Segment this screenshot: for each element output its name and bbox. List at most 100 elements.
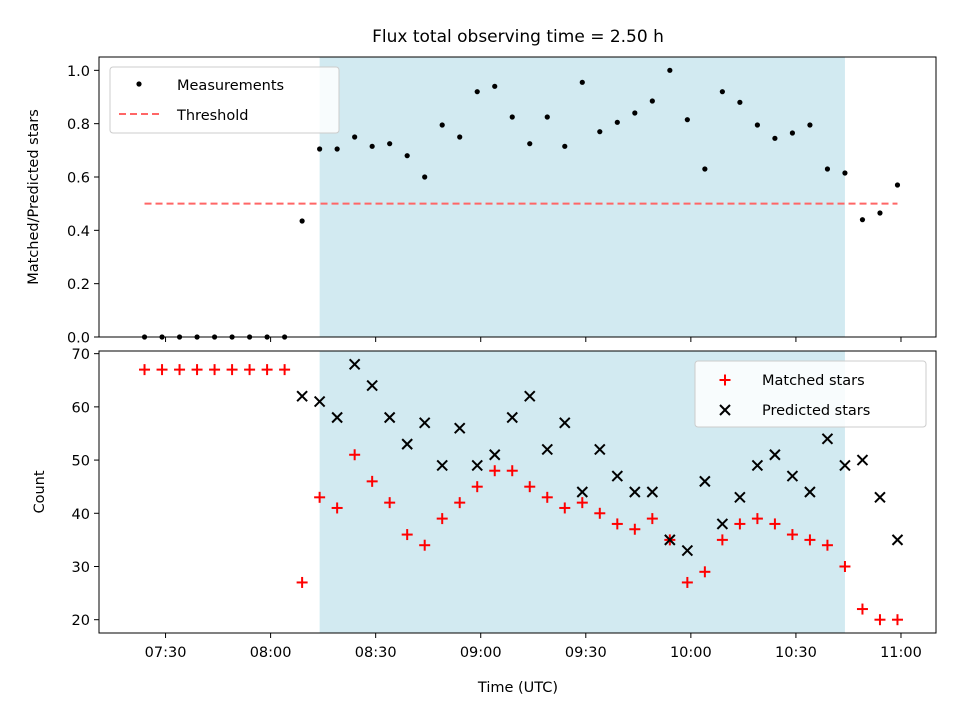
x-tick-label: 09:00 [460, 645, 502, 661]
bottom-y-tick-label: 30 [72, 560, 90, 576]
predicted-star-point-b [646, 486, 659, 498]
matched-star-point [156, 364, 168, 376]
predicted-star-point-b [366, 379, 378, 392]
predicted-star-point-b [471, 459, 483, 472]
bottom-y-tick-label: 70 [72, 347, 90, 363]
predicted-star-point-b [489, 449, 501, 461]
predicted-star-point [401, 438, 413, 450]
top-y-tick-label: 0.0 [67, 331, 90, 347]
measurement-point [369, 143, 375, 149]
predicted-star-point [418, 417, 431, 429]
predicted-star-point [611, 470, 624, 482]
measurement-point [282, 334, 288, 340]
matched-star-point [349, 449, 361, 461]
legend-predicted-label: Predicted stars [762, 403, 870, 419]
matched-star-point [611, 518, 623, 530]
matched-star-point [471, 481, 483, 493]
matched-star-point [541, 491, 553, 503]
matched-star-point [594, 507, 606, 519]
matched-star-point [646, 513, 658, 525]
legend-predicted-marker-b [719, 404, 731, 416]
bottom-y-tick-label: 50 [72, 454, 90, 470]
legend-measurements-marker [136, 81, 142, 87]
matched-star-point [681, 576, 693, 588]
matched-star-point [454, 497, 466, 509]
matched-star-point [804, 534, 816, 546]
measurement-point [789, 130, 796, 136]
measurement-point [702, 166, 708, 172]
x-tick-label: 10:30 [775, 645, 817, 661]
x-tick-label: 07:30 [145, 645, 187, 661]
predicted-star-point [804, 486, 816, 498]
measurement-point [527, 141, 533, 147]
matched-star-point [226, 364, 238, 376]
matched-star-point [296, 576, 308, 588]
predicted-star-point-b [734, 491, 746, 504]
measurement-point [352, 134, 358, 140]
measurement-point [387, 141, 393, 147]
top-y-tick-label: 0.6 [67, 171, 90, 187]
top-observing-span [319, 57, 845, 337]
bottom-axes-frame [98, 350, 937, 634]
predicted-star-point-b [821, 433, 834, 445]
predicted-star-point-b [594, 443, 606, 456]
measurement-point [317, 146, 323, 152]
predicted-star-point [891, 534, 904, 546]
measurement-point [194, 334, 200, 340]
matched-star-point [856, 603, 868, 615]
predicted-star-point [489, 449, 501, 461]
matched-star-point [786, 529, 798, 541]
legend-predicted-marker [719, 404, 731, 416]
matched-star-point [751, 513, 763, 525]
bottom-plot-count: 20 30 40 50 60 70 Count 07:30 08:00 08:30 09:00 09:… [32, 347, 937, 661]
predicted-star-point [383, 411, 396, 424]
predicted-star-point [576, 486, 588, 498]
measurement-point [894, 182, 901, 188]
predicted-star-point-b [348, 358, 361, 371]
predicted-star-point [524, 390, 536, 402]
measurement-point [737, 99, 743, 105]
measurement-point [457, 134, 463, 140]
measurement-point [807, 122, 813, 128]
legend-threshold-label: Threshold [176, 108, 248, 124]
matched-star-point [139, 364, 151, 376]
measurement-point [422, 174, 428, 180]
predicted-star-point [769, 449, 781, 461]
matched-star-point [366, 475, 378, 487]
bottom-y-tick-label: 20 [72, 613, 90, 629]
predicted-star-point-b [541, 443, 553, 456]
measurement-point [684, 117, 690, 123]
top-legend-box [109, 66, 340, 134]
matched-star-point [874, 614, 886, 626]
bottom-legend-box [694, 360, 927, 428]
legend-matched-label: Matched stars [762, 373, 865, 389]
matched-star-point [576, 497, 588, 509]
predicted-star-point-b [296, 390, 308, 402]
measurement-point [176, 334, 183, 340]
matched-star-point [559, 502, 571, 514]
predicted-star-point-b [856, 454, 869, 466]
top-y-tick-label: 1.0 [67, 64, 90, 80]
measurement-point [667, 67, 673, 73]
predicted-star-point-b [786, 470, 799, 482]
bottom-legend: Matched stars Predicted stars [694, 360, 927, 428]
matched-star-point [821, 539, 833, 551]
measurement-point [719, 89, 725, 95]
matched-star-point [436, 513, 448, 525]
measurement-point [159, 334, 165, 340]
predicted-star-point-b [699, 475, 711, 488]
matched-star-point [524, 481, 536, 493]
predicted-star-point [699, 475, 711, 488]
chart-title: Flux total observing time = 2.50 h [372, 27, 664, 47]
predicted-star-point-b [874, 491, 886, 504]
predicted-star-point [348, 358, 361, 371]
predicted-star-point-b [629, 486, 641, 498]
predicted-star-point [594, 443, 606, 456]
predicted-star-point-b [313, 395, 326, 408]
bottom-y-tick-label: 40 [72, 507, 90, 523]
matched-star-point [734, 518, 746, 530]
matched-star-point [401, 529, 413, 541]
predicted-star-point [821, 433, 834, 445]
predicted-star-point-b [436, 459, 448, 472]
